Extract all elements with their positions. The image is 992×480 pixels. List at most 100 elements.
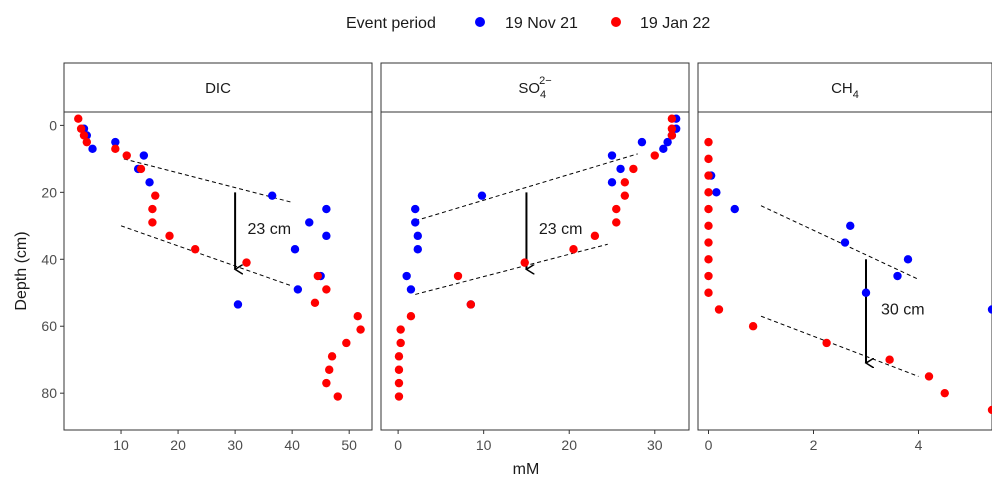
x-tick-label: 0	[705, 437, 713, 453]
shift-annotation: 30 cm	[881, 301, 925, 318]
trend-line	[415, 153, 638, 222]
data-point	[704, 288, 713, 297]
y-tick-label: 60	[41, 318, 57, 334]
data-point	[396, 338, 405, 348]
data-point	[704, 154, 713, 164]
data-point	[659, 144, 668, 154]
legend-label-jan: 19 Jan 22	[640, 15, 710, 32]
data-point	[151, 191, 160, 200]
data-point	[924, 372, 934, 381]
data-point	[704, 137, 713, 147]
data-point	[190, 245, 200, 254]
data-point	[822, 338, 831, 348]
data-point	[406, 311, 416, 321]
legend-marker-jan	[611, 17, 621, 27]
data-point	[139, 151, 149, 160]
data-point	[714, 305, 724, 314]
panel-frame	[697, 111, 992, 431]
x-tick-label: 4	[915, 437, 923, 453]
data-point	[861, 288, 871, 297]
data-point	[322, 231, 331, 241]
data-point	[704, 271, 713, 281]
trend-line	[120, 225, 293, 287]
data-point	[310, 298, 320, 307]
data-point	[402, 271, 411, 281]
facet-strip	[697, 62, 992, 113]
panel-3: CH4 0 2 4 30 cm	[697, 62, 992, 453]
data-point	[413, 245, 422, 254]
data-point	[940, 388, 949, 398]
data-point	[74, 114, 83, 123]
data-point	[520, 258, 529, 267]
data-point	[313, 271, 323, 281]
data-point	[88, 144, 97, 154]
legend-label-nov: 19 Nov 21	[505, 15, 578, 32]
shift-annotation: 23 cm	[248, 221, 292, 238]
data-point	[620, 178, 630, 187]
data-point	[82, 137, 92, 147]
data-point	[305, 218, 314, 227]
data-point	[394, 378, 404, 388]
shift-annotation: 23 cm	[539, 221, 583, 238]
data-point	[136, 164, 146, 174]
trend-line	[760, 205, 919, 280]
data-point	[663, 137, 672, 147]
data-point	[342, 338, 351, 348]
data-point	[325, 365, 334, 374]
data-point	[76, 124, 86, 133]
data-point	[840, 238, 850, 247]
data-point	[607, 178, 617, 187]
data-point	[704, 255, 713, 264]
data-point	[322, 204, 331, 214]
data-point	[612, 218, 621, 227]
data-point	[704, 188, 713, 197]
data-point	[453, 271, 463, 281]
data-point	[413, 231, 422, 241]
data-point	[148, 204, 157, 214]
legend-marker-nov	[475, 17, 485, 27]
data-point	[111, 144, 120, 154]
data-point	[730, 204, 739, 214]
data-point	[893, 271, 902, 281]
data-point	[607, 151, 617, 160]
data-point	[396, 325, 405, 334]
data-point	[79, 131, 89, 140]
facet-strip	[63, 62, 373, 113]
data-point	[987, 405, 992, 415]
trend-line	[123, 158, 293, 203]
data-point	[122, 151, 131, 160]
legend: Event period 19 Nov 21 19 Jan 22	[346, 15, 710, 32]
x-tick-label: 40	[284, 437, 300, 453]
x-tick-label: 10	[113, 437, 129, 453]
x-tick-label: 20	[561, 437, 577, 453]
trend-line	[760, 315, 919, 377]
legend-title: Event period	[346, 15, 436, 32]
data-point	[667, 114, 677, 123]
data-point	[293, 285, 303, 294]
facet-title: DIC	[205, 80, 231, 97]
data-point	[394, 392, 404, 401]
data-point	[704, 204, 713, 214]
x-axis-title: mM	[513, 461, 540, 478]
data-point	[165, 231, 174, 241]
data-point	[322, 285, 331, 294]
data-point	[667, 124, 677, 133]
panel-frame	[63, 111, 373, 431]
x-tick-label: 2	[810, 437, 818, 453]
x-tick-label: 50	[341, 437, 357, 453]
data-point	[333, 392, 342, 401]
data-point	[748, 322, 758, 331]
data-point	[327, 352, 337, 361]
data-point	[712, 188, 721, 197]
y-axis-title: Depth (cm)	[13, 231, 30, 310]
data-point	[111, 137, 120, 147]
data-point	[704, 221, 713, 231]
data-point	[650, 151, 659, 160]
data-point	[987, 305, 992, 314]
y-tick-label: 40	[41, 251, 57, 267]
data-point	[267, 191, 277, 200]
data-point	[233, 300, 243, 309]
trend-line	[415, 243, 608, 295]
